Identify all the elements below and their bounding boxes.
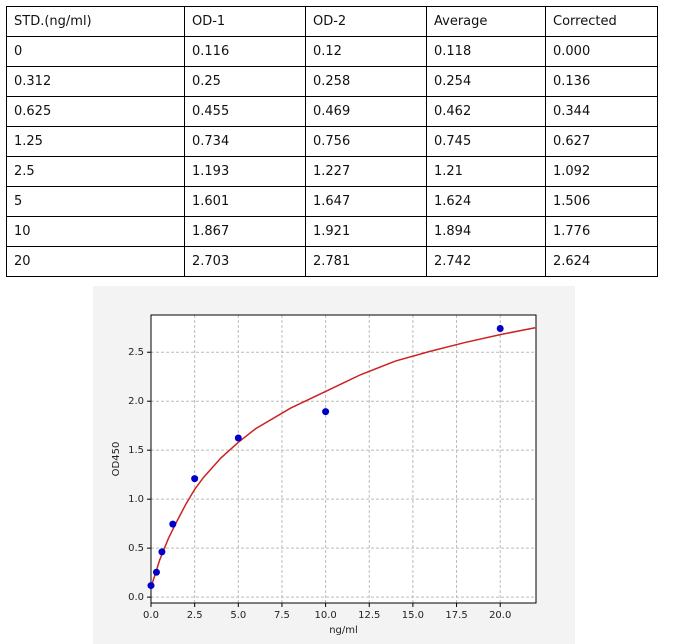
x-tick-label: 5.0 <box>230 610 246 621</box>
x-tick-label: 2.5 <box>187 610 203 621</box>
data-point <box>169 520 177 528</box>
table-cell: 0.469 <box>305 96 427 127</box>
table-cell: Corrected <box>545 6 658 37</box>
data-point <box>147 582 155 590</box>
table-cell: 0.12 <box>305 36 427 67</box>
table-cell: 1.506 <box>545 186 658 217</box>
table-cell: 2.624 <box>545 246 658 277</box>
table-cell: 1.21 <box>426 156 546 187</box>
y-tick-label: 2.0 <box>128 396 144 407</box>
data-table: STD.(ng/ml) OD-1 OD-2 Average Corrected 0 0.11… <box>6 6 658 277</box>
table-cell: 2.742 <box>426 246 546 277</box>
table-row: 10 1.867 1.921 1.894 1.776 <box>6 216 658 247</box>
data-point <box>152 568 160 576</box>
table-cell: 20 <box>6 246 185 277</box>
table-cell: STD.(ng/ml) <box>6 6 185 37</box>
table-cell: 0.116 <box>184 36 306 67</box>
table-row: 20 2.703 2.781 2.742 2.624 <box>6 246 658 277</box>
x-tick-label: 0.0 <box>143 610 159 621</box>
table-cell: 5 <box>6 186 185 217</box>
table-row: 0 0.116 0.12 0.118 0.000 <box>6 36 658 67</box>
table-cell: 0.625 <box>6 96 185 127</box>
table-cell: 0.734 <box>184 126 306 157</box>
table-cell: 2.781 <box>305 246 427 277</box>
table-cell: 0.254 <box>426 66 546 97</box>
header-row: STD.(ng/ml) OD-1 OD-2 Average Corrected <box>6 6 658 37</box>
data-point <box>191 475 199 483</box>
plot-frame <box>150 314 537 604</box>
table-cell: 1.624 <box>426 186 546 217</box>
table-cell: 2.703 <box>184 246 306 277</box>
table-cell: 1.921 <box>305 216 427 247</box>
table-cell: 0.745 <box>426 126 546 157</box>
plot-area <box>151 315 536 603</box>
x-tick-label: 15.0 <box>402 610 424 621</box>
y-tick-label: 1.0 <box>128 494 144 505</box>
x-tick-label: 10.0 <box>314 610 336 621</box>
data-point <box>322 408 330 416</box>
x-axis-label: ng/ml <box>329 625 358 636</box>
table-cell: 0.462 <box>426 96 546 127</box>
table-cell: 1.776 <box>545 216 658 247</box>
y-axis-label: OD450 <box>111 442 122 477</box>
y-tick-label: 1.5 <box>128 445 144 456</box>
x-tick-label: 20.0 <box>489 610 511 621</box>
table-cell: OD-1 <box>184 6 306 37</box>
data-point <box>234 434 242 442</box>
x-tick-label: 7.5 <box>274 610 290 621</box>
x-tick-label: 12.5 <box>358 610 380 621</box>
table-row: 0.625 0.455 0.469 0.462 0.344 <box>6 96 658 127</box>
table-cell: 1.092 <box>545 156 658 187</box>
data-point <box>158 548 166 556</box>
y-tick-label: 2.5 <box>128 347 144 358</box>
table-row: 5 1.601 1.647 1.624 1.506 <box>6 186 658 217</box>
y-tick-label: 0.5 <box>128 543 144 554</box>
x-tick-label: 17.5 <box>445 610 467 621</box>
table-cell: 0.258 <box>305 66 427 97</box>
table-cell: Average <box>426 6 546 37</box>
y-tick-label: 0.0 <box>128 592 144 603</box>
data-point <box>496 325 504 333</box>
table-cell: 1.193 <box>184 156 306 187</box>
